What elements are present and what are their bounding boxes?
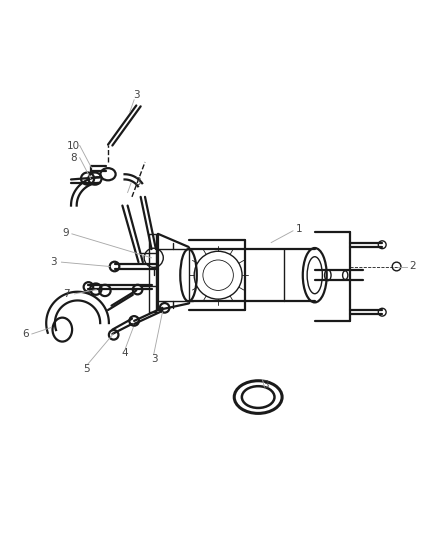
Text: 9: 9 [63,228,69,238]
Text: 8: 8 [70,152,77,163]
Text: 4: 4 [121,348,128,358]
Text: 5: 5 [83,364,90,374]
Text: 3: 3 [133,91,140,100]
Text: 3: 3 [262,380,269,390]
Text: 1: 1 [296,224,303,233]
Text: 7: 7 [64,289,70,299]
Text: 2: 2 [410,261,416,271]
Text: 6: 6 [22,329,28,339]
Text: 3: 3 [134,176,141,187]
Text: 3: 3 [151,354,158,364]
Text: 3: 3 [50,257,57,267]
Text: 10: 10 [67,141,80,150]
